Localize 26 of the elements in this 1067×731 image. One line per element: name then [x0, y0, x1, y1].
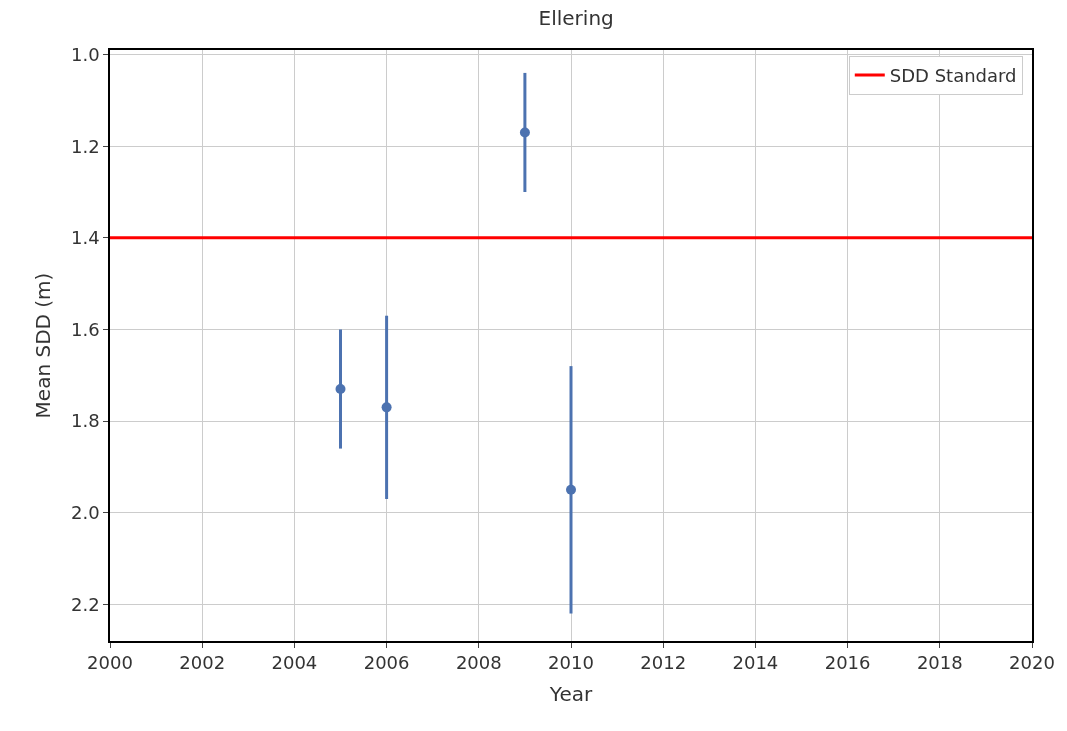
x-tick-label: 2018 — [916, 652, 963, 674]
point — [566, 484, 576, 495]
x-tick-label: 2008 — [455, 652, 502, 674]
x-tick-label: 2010 — [548, 652, 594, 674]
x-tick-label: 2020 — [1009, 652, 1055, 674]
x-axis-title: Year — [548, 682, 593, 707]
point — [335, 384, 346, 395]
x-tick-label: 2014 — [732, 652, 779, 674]
y-tick-label: 2.2 — [71, 593, 100, 615]
y-tick-label: 1.8 — [71, 410, 100, 432]
y-tick-label: 1.4 — [71, 227, 100, 249]
y-tick-label: 1.2 — [71, 135, 100, 157]
y-tick-label: 1.0 — [71, 43, 100, 65]
y-tick-label: 1.6 — [71, 318, 100, 340]
x-tick-label: 2016 — [824, 652, 871, 674]
point — [519, 127, 530, 138]
x-tick-label: 2012 — [640, 652, 687, 674]
x-tick-label: 2006 — [363, 652, 410, 674]
x-tick-label: 2004 — [271, 652, 318, 674]
x-tick-label: 2000 — [87, 652, 133, 674]
chart-title: Ellering — [538, 5, 614, 30]
point — [381, 402, 392, 413]
y-axis-title: Mean SDD (m) — [31, 272, 56, 419]
x-tick-label: 2002 — [179, 652, 226, 674]
legend-label: SDD Standard — [889, 65, 1017, 87]
y-tick-label: 2.0 — [71, 502, 100, 524]
